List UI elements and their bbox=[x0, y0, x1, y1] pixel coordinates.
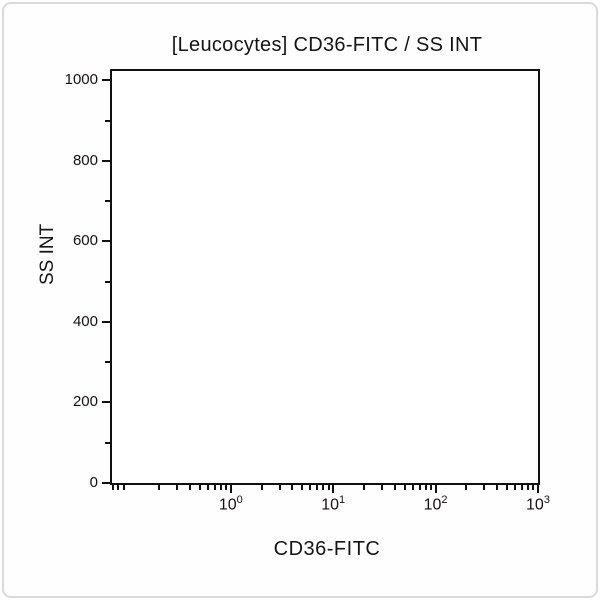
y-major-tick bbox=[102, 240, 110, 243]
x-minor-tick bbox=[176, 485, 179, 490]
x-tick-exponent: 3 bbox=[543, 494, 550, 506]
y-major-tick bbox=[102, 401, 110, 404]
x-minor-tick bbox=[189, 485, 192, 490]
x-minor-tick bbox=[506, 485, 509, 490]
x-minor-tick bbox=[213, 485, 216, 490]
y-minor-tick bbox=[105, 441, 110, 444]
x-tick-label: 102 bbox=[414, 494, 458, 514]
x-minor-tick bbox=[301, 485, 304, 490]
x-minor-tick bbox=[393, 485, 396, 490]
x-axis-label: CD36-FITC bbox=[273, 538, 381, 560]
x-minor-tick bbox=[122, 485, 125, 490]
x-minor-tick bbox=[403, 485, 406, 490]
x-minor-tick bbox=[219, 485, 222, 490]
x-tick-base: 10 bbox=[526, 496, 544, 514]
x-minor-tick bbox=[527, 485, 530, 490]
x-tick-base: 10 bbox=[423, 496, 442, 514]
y-minor-tick bbox=[105, 119, 110, 122]
x-major-tick bbox=[332, 485, 335, 493]
y-minor-tick bbox=[105, 280, 110, 283]
x-minor-tick bbox=[309, 485, 312, 490]
x-minor-tick bbox=[411, 485, 414, 490]
x-minor-tick bbox=[483, 485, 486, 490]
x-minor-tick bbox=[429, 485, 432, 490]
y-tick-label: 1000 bbox=[64, 71, 98, 89]
y-minor-tick bbox=[105, 200, 110, 203]
x-minor-tick bbox=[418, 485, 421, 490]
y-major-tick bbox=[102, 482, 110, 484]
x-minor-tick bbox=[198, 485, 201, 490]
y-minor-tick bbox=[105, 361, 110, 364]
x-minor-tick bbox=[381, 485, 384, 490]
x-tick-label: 100 bbox=[209, 494, 253, 514]
x-tick-label: 101 bbox=[311, 494, 355, 514]
x-tick-exponent: 2 bbox=[441, 494, 448, 506]
x-tick-base: 10 bbox=[321, 496, 340, 514]
x-minor-tick bbox=[225, 485, 228, 490]
x-minor-tick bbox=[260, 485, 263, 490]
y-tick-label: 200 bbox=[72, 393, 98, 411]
x-minor-tick bbox=[322, 485, 325, 490]
x-minor-tick bbox=[111, 485, 114, 490]
x-minor-tick bbox=[465, 485, 468, 490]
x-minor-tick bbox=[363, 485, 366, 490]
x-minor-tick bbox=[521, 485, 524, 490]
y-major-tick bbox=[102, 79, 110, 82]
x-minor-tick bbox=[327, 485, 330, 490]
x-tick-exponent: 0 bbox=[236, 494, 243, 506]
x-minor-tick bbox=[278, 485, 281, 490]
x-minor-tick bbox=[316, 485, 319, 490]
y-axis-label: SS INT bbox=[37, 223, 58, 285]
x-minor-tick bbox=[117, 485, 120, 490]
y-tick-label: 400 bbox=[72, 312, 98, 330]
x-minor-tick bbox=[424, 485, 427, 490]
y-major-tick bbox=[102, 159, 110, 162]
y-major-tick bbox=[102, 320, 110, 323]
y-tick-label: 600 bbox=[72, 232, 98, 250]
x-tick-base: 10 bbox=[218, 496, 237, 514]
x-minor-tick bbox=[158, 485, 161, 490]
x-minor-tick bbox=[291, 485, 294, 490]
x-minor-tick bbox=[496, 485, 499, 490]
y-tick-label: 0 bbox=[89, 474, 98, 491]
x-tick-exponent: 1 bbox=[339, 494, 346, 506]
plot-frame bbox=[110, 69, 540, 485]
x-major-tick bbox=[434, 485, 437, 493]
y-tick-label: 800 bbox=[72, 151, 98, 169]
x-minor-tick bbox=[514, 485, 517, 490]
x-minor-tick bbox=[532, 485, 535, 490]
x-major-tick bbox=[229, 485, 232, 493]
x-minor-tick bbox=[207, 485, 210, 490]
x-major-tick bbox=[537, 485, 539, 493]
plot-title: [Leucocytes] CD36-FITC / SS INT bbox=[171, 34, 483, 56]
x-tick-label: 103 bbox=[516, 494, 560, 514]
